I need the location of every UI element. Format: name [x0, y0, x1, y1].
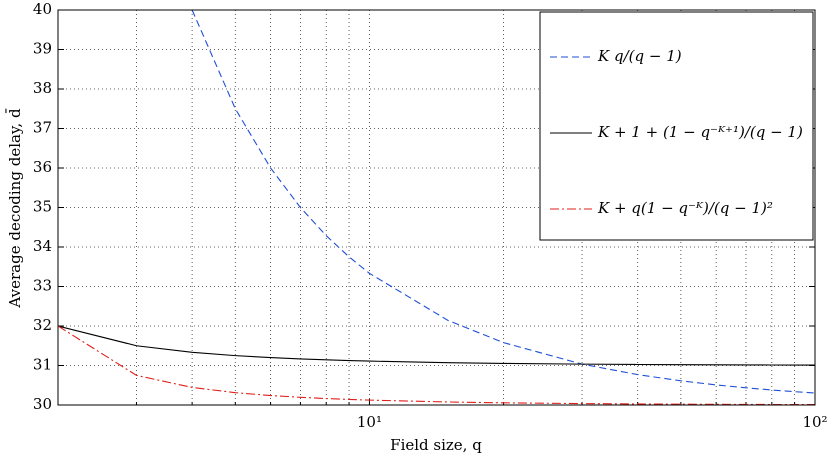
y-tick-label: 30	[33, 395, 52, 413]
y-tick-label: 38	[33, 79, 52, 97]
legend-label: K + 1 + (1 − q⁻ᴷ⁺¹)/(q − 1)	[597, 123, 803, 141]
y-tick-label: 39	[33, 40, 52, 58]
y-tick-label: 36	[33, 158, 52, 176]
x-axis-label: Field size, q	[390, 436, 482, 454]
y-axis-label: Average decoding delay, d̄	[6, 108, 24, 309]
y-tick-label: 32	[33, 316, 52, 334]
series-line	[58, 325, 815, 366]
plot-lines	[58, 10, 815, 405]
series-line	[58, 325, 815, 405]
y-tick-label: 34	[33, 237, 52, 255]
legend-label: K + q(1 − q⁻ᴷ)/(q − 1)²	[597, 199, 773, 217]
y-tick-label: 40	[33, 0, 52, 18]
y-tick-label: 35	[33, 198, 52, 216]
legend-label: K q/(q − 1)	[597, 47, 682, 65]
plot-frame	[57, 9, 816, 406]
x-tick-label: 10¹	[357, 413, 382, 431]
legend-box	[539, 11, 814, 241]
x-tick-label: 10²	[802, 413, 827, 431]
y-tick-label: 31	[33, 356, 52, 374]
y-tick-label: 33	[33, 277, 52, 295]
series-line	[191, 10, 815, 394]
y-tick-label: 37	[33, 119, 52, 137]
